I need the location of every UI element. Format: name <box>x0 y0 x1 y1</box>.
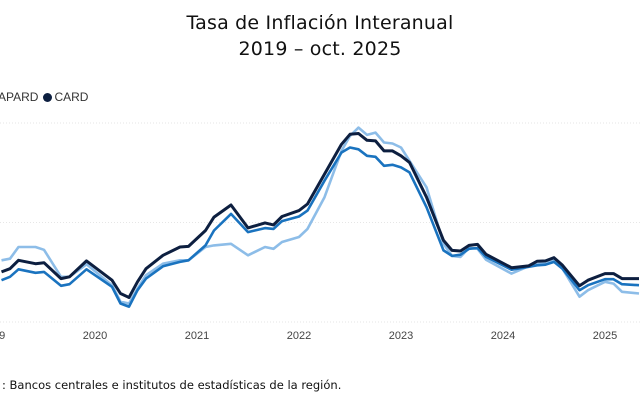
source-note: : Bancos centrales e institutos de estad… <box>2 378 342 392</box>
x-tick-label: 2023 <box>389 330 413 342</box>
x-tick-label: 2025 <box>593 330 617 342</box>
legend-label-apard: APARD <box>0 90 39 104</box>
chart-subtitle: 2019 – oct. 2025 <box>238 38 402 60</box>
x-tick-label: 2020 <box>83 330 107 342</box>
chart-title: Tasa de Inflación Interanual <box>186 12 454 34</box>
x-tick-label: 2019 <box>0 330 5 342</box>
x-tick-label: 2021 <box>185 330 209 342</box>
legend-dot-card <box>43 93 53 102</box>
legend: APARD CARD <box>0 90 88 104</box>
x-tick-label: 2024 <box>491 330 515 342</box>
series-line-apard <box>1 146 640 309</box>
legend-label-card: CARD <box>54 90 89 104</box>
series-line-card <box>0 132 639 299</box>
x-tick-label: 2022 <box>287 330 311 342</box>
